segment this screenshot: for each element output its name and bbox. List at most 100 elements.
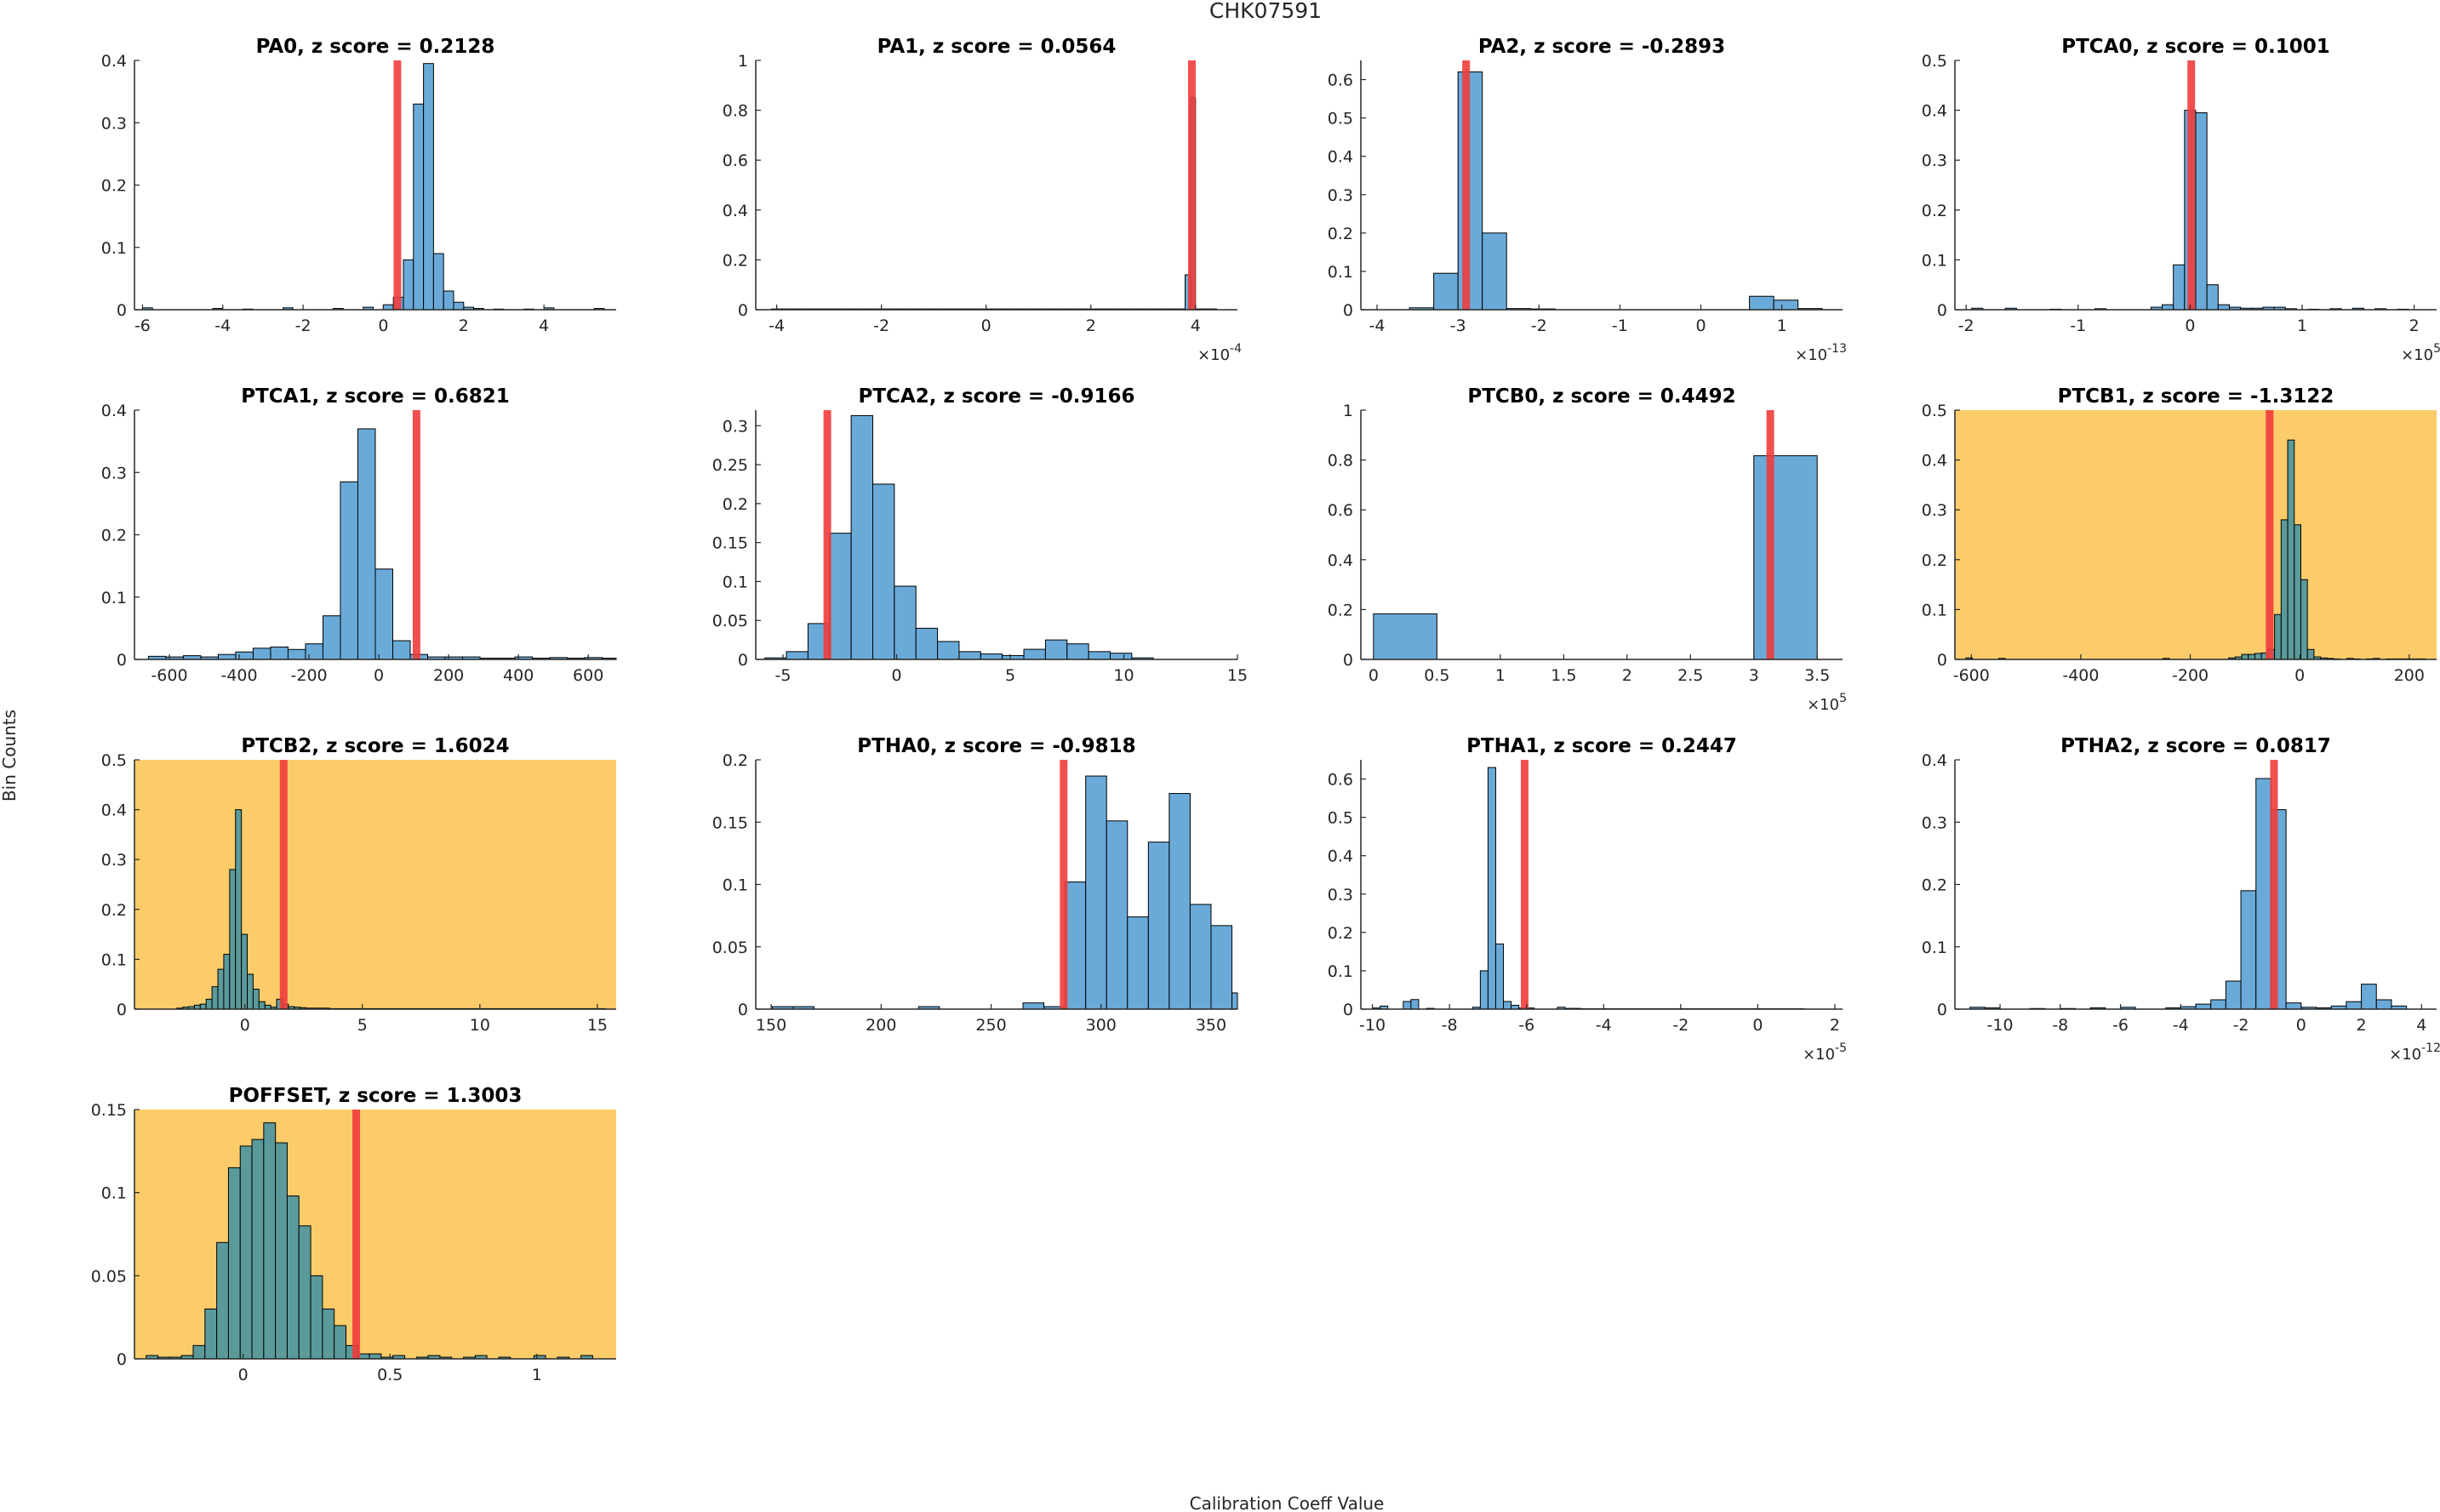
histogram-bar [1189,904,1212,1010]
histogram-bar [2240,890,2257,1010]
x-tick-label: -1 [2070,317,2086,335]
subplot-grid: -6 -4 -2 0 2 4 0 0.1 0.2 0.3 0.4 PA0, z score = 0.2… [91,36,2440,1384]
histogram-bar [1147,842,1170,1010]
histogram-bar [1457,71,1483,311]
subplot-9-bars [771,775,1238,1010]
x-tick-label: 0 [1369,666,1379,685]
subplot-1-title: PA1, z score = 0.0564 [877,36,1117,58]
histogram-bar [2285,1002,2302,1010]
x-tick-label: 2 [1622,666,1632,685]
histogram-bar [915,627,939,660]
histogram-bar [1109,653,1133,660]
y-tick-label: 0.1 [1922,251,1947,270]
subplot-6-bars [1373,455,1818,660]
x-tick-label: 2 [2409,317,2420,335]
x-tick-label: 1 [2297,317,2307,335]
x-tick-label: -2 [2233,1016,2249,1035]
histogram-bar [298,1225,311,1360]
subplot-1-bars [770,97,1217,311]
subplot-0-bars [141,63,605,311]
subplot-4-marker-line [412,410,420,659]
subplot-8-highlight-bg [134,760,616,1009]
subplot-11-marker-line [2270,760,2278,1009]
x-axis-label: Calibration Coeff Value [1190,1493,1385,1512]
y-tick-label: 0.3 [101,114,127,133]
x-tick-label: 2 [1086,317,1096,335]
x-tick-label: 200 [866,1016,896,1035]
histogram-bar [829,533,852,660]
x-tick-label: -10 [1987,1016,2014,1035]
subplot-6-x-exponent: ×105 [1807,692,1847,714]
x-tick-label: 4 [539,317,549,335]
subplot-11: -10 -8 -6 -4 -2 0 2 4 0 0.1 0.2 0.3 0.4 ×10-12 PTHA2, … [1922,735,2440,1064]
histogram-bar [1169,793,1191,1010]
x-tick-label: 1 [532,1366,542,1384]
y-tick-label: 0.6 [1328,771,1353,790]
x-tick-label: 10 [1113,666,1134,685]
y-tick-label: 0 [1343,651,1353,670]
y-tick-label: 0.1 [1922,601,1947,619]
y-tick-label: 0.5 [1922,52,1947,71]
histogram-bar [382,304,394,311]
histogram-bar [443,290,454,311]
x-tick-label: 300 [1086,1016,1117,1035]
histogram-bar [1410,999,1420,1010]
subplot-12-marker-line [352,1110,361,1359]
x-tick-label: 600 [573,666,603,685]
histogram-bar [334,1325,346,1360]
y-tick-label: 0.1 [723,573,748,591]
subplot-9-title: PTHA0, z score = -0.9818 [857,735,1135,757]
x-tick-label: 0 [2185,317,2195,335]
y-tick-label: 1 [1343,402,1353,420]
histogram-bar [2287,439,2295,660]
histogram-bar [217,653,237,660]
x-tick-label: 0 [891,666,901,685]
x-tick-label: -4 [2173,1016,2189,1035]
histogram-bar [403,259,414,311]
histogram-bar [2241,653,2249,660]
x-tick-label: 250 [975,1016,1006,1035]
histogram-bar [322,1308,335,1360]
subplot-7-title: PTCB1, z score = -1.3122 [2058,385,2334,408]
y-tick-label: 0.3 [1922,151,1947,170]
histogram-bar [286,1195,300,1360]
y-tick-label: 0.3 [1328,186,1353,205]
y-tick-label: 0.2 [723,251,748,270]
histogram-bar [2254,653,2262,660]
x-tick-label: 0 [238,1366,249,1384]
histogram-bar [1749,295,1774,311]
histogram-bar [340,481,358,660]
subplot-10-title: PTHA1, z score = 0.2447 [1466,735,1737,757]
subplot-10: -10 -8 -6 -4 -2 0 2 0 0.1 0.2 0.3 0.4 0.5 0.6 ×10-5 PTH… [1328,735,1847,1064]
y-tick-label: 0.4 [101,52,127,71]
x-tick-label: -6 [2112,1016,2129,1035]
y-tick-label: 0.2 [723,751,748,770]
x-tick-label: -4 [1596,1016,1612,1035]
histogram-bar [247,973,254,1010]
histogram-bar [1773,300,1799,311]
subplot-5-bars [764,414,1154,660]
y-tick-label: 0 [1937,651,1947,670]
x-tick-label: -1 [1612,317,1628,335]
y-tick-label: 0.5 [101,751,127,770]
x-tick-label: 2 [2357,1016,2367,1035]
subplot-9: 150 200 250 300 350 0 0.05 0.1 0.15 0.2 PTHA0, z s… [712,735,1238,1035]
y-tick-label: 0.8 [1328,452,1353,471]
histogram-bar [432,253,444,311]
histogram-bar [2173,264,2186,311]
y-tick-label: 0.1 [101,239,127,258]
subplot-8: 0 5 10 15 0 0.1 0.2 0.3 0.4 0.5 PTCB2, z score = 1… [101,735,616,1035]
x-tick-label: 350 [1196,1016,1226,1035]
y-tick-label: 0 [1937,301,1947,320]
y-tick-label: 0 [1937,1001,1947,1019]
y-tick-label: 0.3 [101,851,127,870]
y-tick-label: 0.1 [1328,263,1353,282]
subplot-1: -4 -2 0 2 4 0 0.2 0.4 0.6 0.8 1 ×10-4 PA1, z score =… [723,36,1242,364]
y-tick-label: 0.4 [1328,847,1353,866]
y-tick-label: 0 [117,1001,127,1019]
histogram-bar [937,641,960,660]
y-tick-label: 0.1 [101,589,127,608]
y-tick-label: 0.2 [1328,601,1353,619]
histogram-bar [2375,999,2392,1010]
